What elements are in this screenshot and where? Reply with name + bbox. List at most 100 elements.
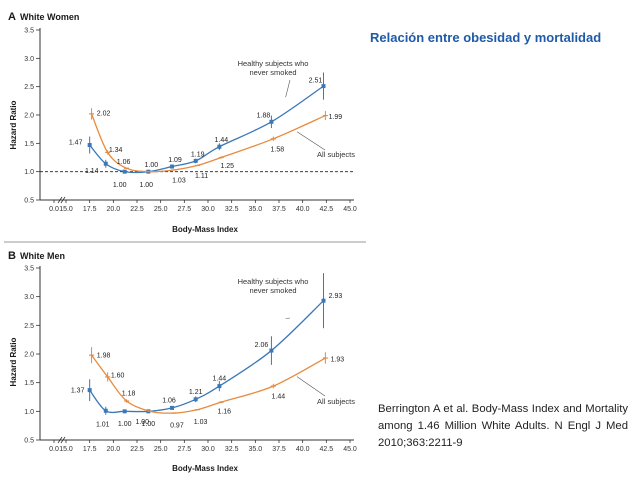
panel-a-healthy-data-label: 1.00 bbox=[145, 162, 159, 169]
panel-b-all-data-label: 1.98 bbox=[97, 353, 111, 360]
panel-b-header: B White Men Hazard Ratio Body-Mass Index… bbox=[8, 250, 357, 473]
panel-b-x-tick-label: 40.0 bbox=[296, 446, 310, 453]
panel-a-all-data-label: 2.02 bbox=[97, 110, 111, 117]
panel-a-all-data-label: 1.06 bbox=[117, 159, 131, 166]
panel-a-x-tick-label: 37.5 bbox=[272, 206, 286, 213]
panel-b-healthy-point bbox=[193, 397, 198, 402]
panel-b-x-tick-label: 35.0 bbox=[249, 446, 263, 453]
panel-b-healthy-data-label: 2.06 bbox=[255, 342, 269, 349]
panel-a-y-tick-label: 3.5 bbox=[24, 28, 34, 35]
panel-b-all-data-label: 1.60 bbox=[111, 372, 125, 379]
citation-text: Berrington A et al. Body-Mass Index and … bbox=[378, 403, 628, 449]
panel-a-x-tick-label: 30.0 bbox=[201, 206, 215, 213]
panel-b-healthy-data-label: 2.93 bbox=[329, 293, 343, 300]
panel-a-healthy-data-label: 2.51 bbox=[309, 78, 323, 85]
panel-b-healthy-point bbox=[87, 388, 92, 393]
panel-b-healthy-data-label: 1.37 bbox=[71, 388, 85, 395]
panel-a-healthy-point bbox=[170, 164, 175, 169]
panel-a-letter: A bbox=[8, 11, 16, 23]
panel-b-healthy-point bbox=[217, 384, 222, 389]
panel-a-all-data-label: 1.58 bbox=[271, 146, 285, 153]
panel-b-plot: 0.5 1.0 1.5 2.0 2.5 3.0 3.5 0.0 15.0 17.5 20.0 22.5… bbox=[24, 266, 357, 454]
panel-b-y-tick-label: 1.0 bbox=[24, 409, 34, 416]
panel-b-legend-healthy-1: Healthy subjects who bbox=[238, 277, 309, 286]
panel-a-healthy-point bbox=[269, 119, 274, 124]
bmi-mortality-figure: A White Women Hazard Ratio Body-Mass Ind… bbox=[4, 11, 366, 473]
panel-a-healthy-data-label: 1.19 bbox=[191, 151, 205, 158]
panel-b-healthy-point bbox=[170, 405, 175, 410]
panel-a-x-tick-label: 45.0 bbox=[343, 206, 357, 213]
panel-b-all-data-label: 0.97 bbox=[170, 423, 184, 430]
panel-a-healthy-point bbox=[321, 84, 326, 89]
panel-b-x-tick-label: 42.5 bbox=[320, 446, 334, 453]
panel-a-x-tick-label: 17.5 bbox=[83, 206, 97, 213]
panel-b-all-data-label: 1.00 bbox=[135, 419, 149, 426]
panel-a-xlabel: Body-Mass Index bbox=[172, 225, 238, 234]
panel-a-all-data-label: 1.03 bbox=[172, 177, 186, 184]
panel-a-y-tick-label: 2.5 bbox=[24, 84, 34, 91]
panel-a-y-tick-label: 2.0 bbox=[24, 113, 34, 120]
panel-a-x-tick-label: 35.0 bbox=[249, 206, 263, 213]
panel-a-plot: 0.5 1.0 1.5 2.0 2.5 3.0 3.5 0.0 15.0 17.5 20.0 22.5… bbox=[24, 28, 357, 214]
panel-b-all-data-label: 1.93 bbox=[331, 357, 345, 364]
panel-b-x-tick-label: 32.5 bbox=[225, 446, 239, 453]
panel-b-y-tick-label: 3.0 bbox=[24, 294, 34, 301]
panel-b-healthy-data-label: 1.21 bbox=[189, 389, 203, 396]
panel-a-healthy-point bbox=[122, 169, 127, 174]
panel-b-legend-healthy-2: never smoked bbox=[249, 286, 296, 295]
panel-b-axis-break bbox=[57, 436, 66, 444]
panel-b-healthy-point bbox=[269, 348, 274, 353]
panel-b-x-tick-label: 15.0 bbox=[59, 446, 73, 453]
panel-a-healthy-data-label: 1.09 bbox=[168, 157, 182, 164]
panel-a-x-tick-label: 0.0 bbox=[49, 206, 59, 213]
panel-a-y-tick-label: 1.5 bbox=[24, 141, 34, 148]
panel-b-healthy-data-label: 1.44 bbox=[213, 376, 227, 383]
panel-b-y-tick-label: 0.5 bbox=[24, 438, 34, 445]
panel-a-all-data-label: 1.99 bbox=[329, 114, 343, 121]
panel-a-healthy-point bbox=[87, 143, 92, 148]
panel-a-legend-healthy-2: never smoked bbox=[249, 68, 296, 77]
panel-b-healthy-data-label: 1.00 bbox=[142, 421, 156, 428]
panel-b-all-line bbox=[91, 354, 326, 414]
panel-a-x-tick-label: 20.0 bbox=[107, 206, 121, 213]
panel-a-healthy-data-label: 1.88 bbox=[257, 112, 271, 119]
panel-b-all-data-label: 1.16 bbox=[217, 409, 231, 416]
panel-b-x-tick-label: 37.5 bbox=[272, 446, 286, 453]
panel-a-legend-healthy-1: Healthy subjects who bbox=[238, 59, 309, 68]
panel-a-healthy-data-label: 1.44 bbox=[215, 137, 229, 144]
panel-b-healthy-point bbox=[103, 408, 108, 413]
panel-b-healthy-point bbox=[122, 409, 127, 414]
panel-b-x-tick-label: 27.5 bbox=[178, 446, 192, 453]
panel-a-all-data-label: 1.34 bbox=[109, 147, 123, 154]
panel-a-healthy-data-label: 1.47 bbox=[69, 140, 83, 147]
panel-a-legend-all: All subjects bbox=[317, 150, 355, 159]
panel-a-x-tick-label: 15.0 bbox=[59, 206, 73, 213]
panel-a-all-data-label: 1.25 bbox=[220, 163, 234, 170]
panel-b-all-data-label: 1.03 bbox=[194, 419, 208, 426]
panel-a-legend-pointer-all bbox=[296, 131, 326, 151]
panel-b-title: White Men bbox=[20, 251, 65, 261]
panel-b-healthy-point bbox=[321, 298, 326, 303]
panel-a-healthy-point bbox=[217, 144, 222, 149]
panel-b-y-tick-label: 1.5 bbox=[24, 380, 34, 387]
panel-b-y-tick-label: 3.5 bbox=[24, 266, 34, 273]
panel-a-legend-pointer-healthy bbox=[285, 79, 291, 98]
panel-a-y-tick-label: 0.5 bbox=[24, 198, 34, 205]
panel-b-x-tick-label: 45.0 bbox=[343, 446, 357, 453]
panel-b-healthy-data-label: 1.01 bbox=[96, 421, 110, 428]
panel-b-y-tick-label: 2.5 bbox=[24, 323, 34, 330]
panel-b-xlabel: Body-Mass Index bbox=[172, 464, 238, 473]
panel-a-all-data-label: 1.11 bbox=[195, 173, 208, 180]
panel-b-x-tick-label: 17.5 bbox=[83, 446, 97, 453]
panel-a-y-tick-label: 1.0 bbox=[24, 169, 34, 176]
panel-b-healthy-data-label: 1.00 bbox=[118, 421, 132, 428]
panel-a-x-tick-label: 42.5 bbox=[320, 206, 334, 213]
panel-b-x-tick-label: 25.0 bbox=[154, 446, 168, 453]
panel-b-all-data-label: 1.44 bbox=[272, 394, 286, 401]
panel-b-x-tick-label: 30.0 bbox=[201, 446, 215, 453]
panel-a-healthy-point bbox=[103, 161, 108, 166]
panel-b-all-data-label: 1.18 bbox=[122, 391, 136, 398]
panel-a-x-tick-label: 32.5 bbox=[225, 206, 239, 213]
panel-a-healthy-point bbox=[193, 158, 198, 163]
panel-a-y-tick-label: 3.0 bbox=[24, 56, 34, 63]
